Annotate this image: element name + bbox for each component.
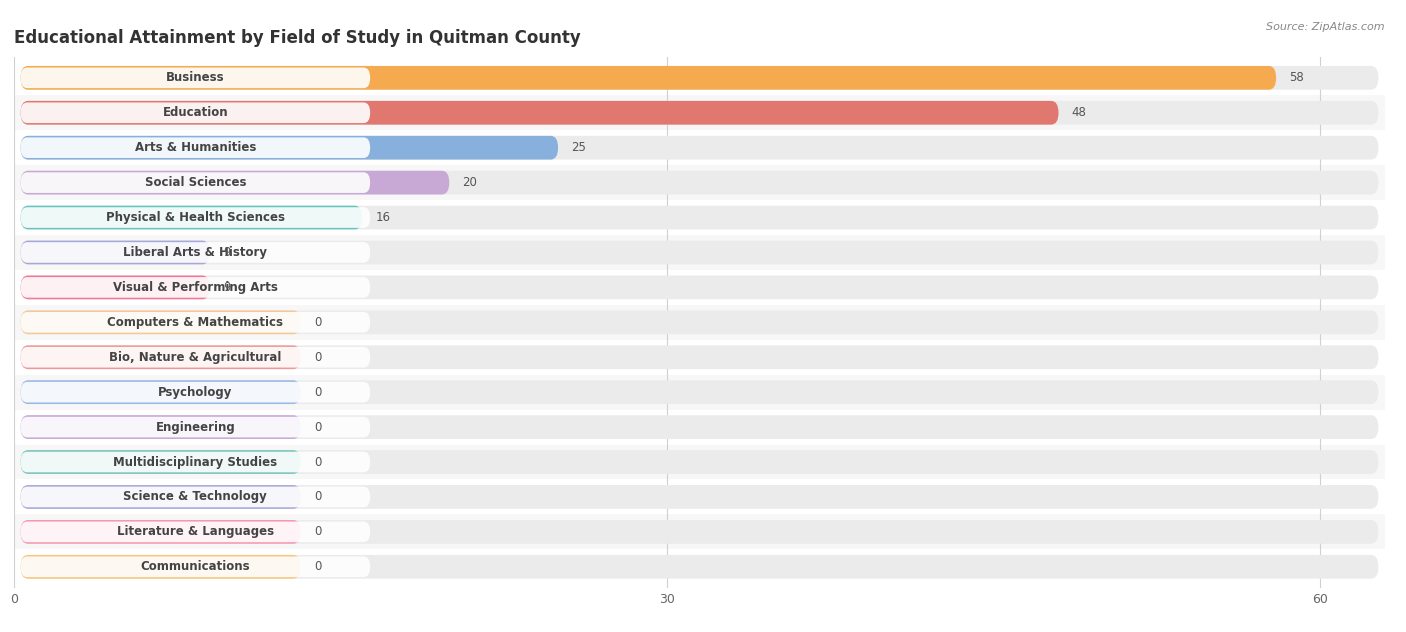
Text: Arts & Humanities: Arts & Humanities: [135, 141, 256, 154]
FancyBboxPatch shape: [21, 347, 370, 368]
FancyBboxPatch shape: [21, 276, 209, 300]
FancyBboxPatch shape: [21, 521, 370, 542]
Bar: [14, 340, 1385, 375]
Text: 16: 16: [375, 211, 391, 224]
Bar: [14, 444, 1385, 480]
FancyBboxPatch shape: [21, 310, 1378, 334]
Text: Educational Attainment by Field of Study in Quitman County: Educational Attainment by Field of Study…: [14, 29, 581, 47]
FancyBboxPatch shape: [21, 557, 370, 577]
Text: Social Sciences: Social Sciences: [145, 176, 246, 189]
FancyBboxPatch shape: [21, 520, 301, 544]
Text: Literature & Languages: Literature & Languages: [117, 525, 274, 538]
FancyBboxPatch shape: [21, 380, 1378, 404]
Text: 9: 9: [224, 281, 231, 294]
Bar: [14, 270, 1385, 305]
Text: 0: 0: [314, 561, 321, 573]
FancyBboxPatch shape: [21, 171, 450, 195]
Text: 0: 0: [314, 351, 321, 364]
Text: 48: 48: [1071, 106, 1087, 119]
FancyBboxPatch shape: [21, 312, 370, 332]
FancyBboxPatch shape: [21, 66, 1277, 90]
Text: Physical & Health Sciences: Physical & Health Sciences: [105, 211, 285, 224]
FancyBboxPatch shape: [21, 452, 370, 472]
Bar: [14, 410, 1385, 444]
Text: Visual & Performing Arts: Visual & Performing Arts: [112, 281, 278, 294]
Text: 25: 25: [571, 141, 586, 154]
FancyBboxPatch shape: [21, 171, 1378, 195]
Text: 0: 0: [314, 316, 321, 329]
Bar: [14, 200, 1385, 235]
Text: Engineering: Engineering: [156, 421, 235, 434]
FancyBboxPatch shape: [21, 277, 370, 298]
FancyBboxPatch shape: [21, 66, 1378, 90]
FancyBboxPatch shape: [21, 242, 370, 263]
FancyBboxPatch shape: [21, 68, 370, 88]
FancyBboxPatch shape: [21, 102, 370, 123]
FancyBboxPatch shape: [21, 173, 370, 193]
Bar: [14, 235, 1385, 270]
Text: Science & Technology: Science & Technology: [124, 490, 267, 504]
FancyBboxPatch shape: [21, 416, 370, 437]
Text: 9: 9: [224, 246, 231, 259]
FancyBboxPatch shape: [21, 205, 363, 229]
FancyBboxPatch shape: [21, 137, 370, 158]
FancyBboxPatch shape: [21, 310, 301, 334]
Text: 0: 0: [314, 490, 321, 504]
FancyBboxPatch shape: [21, 345, 301, 369]
Text: Communications: Communications: [141, 561, 250, 573]
Bar: [14, 514, 1385, 549]
FancyBboxPatch shape: [21, 555, 301, 579]
Text: 0: 0: [314, 525, 321, 538]
FancyBboxPatch shape: [21, 520, 1378, 544]
FancyBboxPatch shape: [21, 101, 1378, 125]
Text: Psychology: Psychology: [159, 386, 232, 399]
FancyBboxPatch shape: [21, 101, 1059, 125]
FancyBboxPatch shape: [21, 450, 1378, 474]
FancyBboxPatch shape: [21, 136, 558, 159]
FancyBboxPatch shape: [21, 487, 370, 507]
FancyBboxPatch shape: [21, 205, 1378, 229]
FancyBboxPatch shape: [21, 276, 1378, 300]
Bar: [14, 375, 1385, 410]
FancyBboxPatch shape: [21, 207, 370, 228]
Text: 0: 0: [314, 456, 321, 468]
FancyBboxPatch shape: [21, 136, 1378, 159]
Text: 20: 20: [463, 176, 477, 189]
FancyBboxPatch shape: [21, 450, 301, 474]
FancyBboxPatch shape: [21, 485, 1378, 509]
Bar: [14, 95, 1385, 130]
FancyBboxPatch shape: [21, 241, 1378, 264]
Text: Multidisciplinary Studies: Multidisciplinary Studies: [114, 456, 277, 468]
Bar: [14, 549, 1385, 584]
Bar: [14, 61, 1385, 95]
Text: 58: 58: [1289, 71, 1303, 84]
Text: Bio, Nature & Agricultural: Bio, Nature & Agricultural: [110, 351, 281, 364]
FancyBboxPatch shape: [21, 380, 301, 404]
Text: 0: 0: [314, 421, 321, 434]
Text: 0: 0: [314, 386, 321, 399]
FancyBboxPatch shape: [21, 415, 301, 439]
Bar: [14, 130, 1385, 165]
FancyBboxPatch shape: [21, 555, 1378, 579]
Bar: [14, 305, 1385, 340]
Bar: [14, 165, 1385, 200]
Bar: [14, 480, 1385, 514]
FancyBboxPatch shape: [21, 415, 1378, 439]
FancyBboxPatch shape: [21, 345, 1378, 369]
Text: Computers & Mathematics: Computers & Mathematics: [107, 316, 284, 329]
FancyBboxPatch shape: [21, 485, 301, 509]
Text: Liberal Arts & History: Liberal Arts & History: [124, 246, 267, 259]
FancyBboxPatch shape: [21, 382, 370, 403]
Text: Education: Education: [163, 106, 228, 119]
FancyBboxPatch shape: [21, 241, 209, 264]
Text: Business: Business: [166, 71, 225, 84]
Text: Source: ZipAtlas.com: Source: ZipAtlas.com: [1267, 22, 1385, 32]
